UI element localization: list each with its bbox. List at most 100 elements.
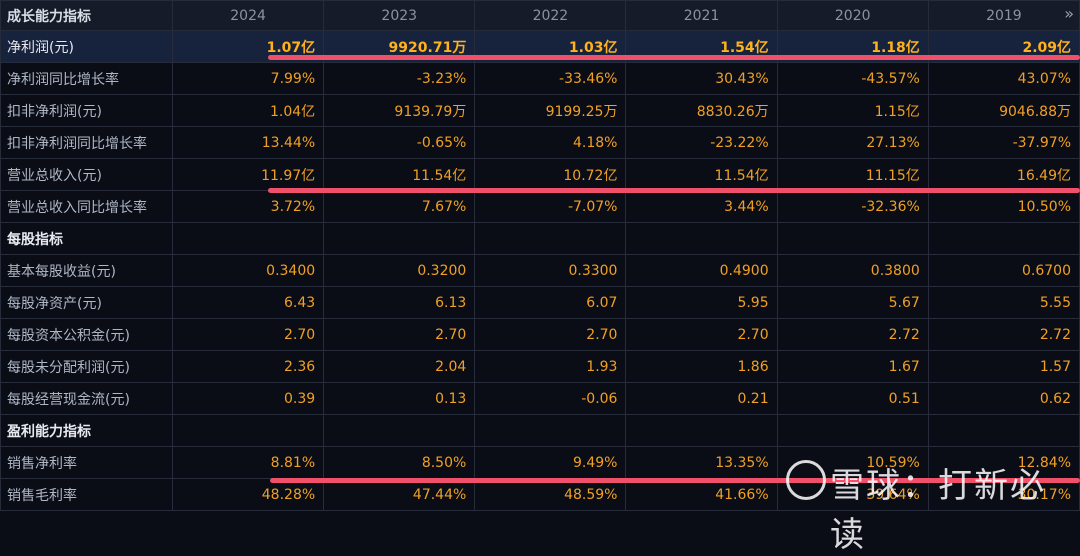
row-label: 每股资本公积金(元)	[0, 318, 173, 351]
row-label: 每股净资产(元)	[0, 286, 173, 319]
cell-value: 0.3400	[171, 254, 325, 287]
cell-value: 2.04	[323, 350, 476, 383]
cell-value: 0.13	[323, 382, 476, 415]
cell-value: 2.70	[474, 318, 627, 351]
data-row: 扣非净利润(元) 1.04亿 9139.79万 9199.25万 8830.26万 1.1…	[0, 94, 1080, 127]
cell-value: 2.72	[776, 318, 929, 351]
row-label: 每股经营现金流(元)	[0, 382, 173, 415]
cell-value: 6.43	[171, 286, 325, 319]
cell-value: 2.70	[323, 318, 476, 351]
empty-cell	[171, 414, 325, 447]
year-header: 2022	[474, 0, 627, 31]
cell-value: 27.13%	[776, 126, 929, 159]
cell-value: 11.97亿	[171, 158, 325, 191]
data-row: 基本每股收益(元) 0.3400 0.3200 0.3300 0.4900 0.3800 0…	[0, 254, 1080, 287]
cell-value: -0.06	[474, 382, 627, 415]
cell-value: -7.07%	[474, 190, 627, 223]
cell-value: 11.54亿	[323, 158, 476, 191]
cell-value: 3.72%	[171, 190, 325, 223]
cell-value: 0.6700	[927, 254, 1080, 287]
empty-cell	[625, 414, 778, 447]
cell-value: -33.46%	[474, 62, 627, 95]
empty-cell	[474, 414, 627, 447]
cell-value: 1.04亿	[171, 94, 325, 127]
cell-value: 41.66%	[625, 478, 778, 511]
cell-value: 1.67	[776, 350, 929, 383]
cell-value: 0.3200	[323, 254, 476, 287]
empty-cell	[171, 222, 325, 255]
row-label: 净利润(元)	[0, 30, 173, 63]
cell-value: 47.44%	[323, 478, 476, 511]
cell-value: 48.59%	[474, 478, 627, 511]
data-row: 每股经营现金流(元) 0.39 0.13 -0.06 0.21 0.51 0.62	[0, 382, 1080, 415]
cell-value: 8.50%	[323, 446, 476, 479]
watermark: 雪球：打新必读	[830, 466, 1046, 555]
cell-value: -43.57%	[776, 62, 929, 95]
data-row: 营业总收入同比增长率 3.72% 7.67% -7.07% 3.44% -32.36% 10…	[0, 190, 1080, 223]
row-label: 基本每股收益(元)	[0, 254, 173, 287]
row-label: 每股未分配利润(元)	[0, 350, 173, 383]
cell-value: 5.67	[776, 286, 929, 319]
cell-value: 48.28%	[171, 478, 325, 511]
header-row: 成长能力指标 2024 2023 2022 2021 2020 2019	[0, 0, 1080, 31]
row-label: 每股指标	[0, 222, 173, 255]
cell-value: 9199.25万	[474, 94, 627, 127]
highlight-stroke	[268, 188, 1080, 193]
cell-value: 11.15亿	[776, 158, 929, 191]
cell-value: 1.15亿	[776, 94, 929, 127]
table-body: 净利润(元) 1.07亿 9920.71万 1.03亿 1.54亿 1.18亿 2.09亿净…	[0, 30, 1080, 511]
data-row: 每股未分配利润(元) 2.36 2.04 1.93 1.86 1.67 1.57	[0, 350, 1080, 383]
row-label: 盈利能力指标	[0, 414, 173, 447]
empty-cell	[776, 222, 929, 255]
data-row: 每股净资产(元) 6.43 6.13 6.07 5.95 5.67 5.55	[0, 286, 1080, 319]
empty-cell	[323, 414, 476, 447]
empty-cell	[625, 222, 778, 255]
cell-value: -0.65%	[323, 126, 476, 159]
data-row: 净利润同比增长率 7.99% -3.23% -33.46% 30.43% -43.57% 4…	[0, 62, 1080, 95]
cell-value: 7.67%	[323, 190, 476, 223]
cell-value: 43.07%	[927, 62, 1080, 95]
empty-cell	[474, 222, 627, 255]
header-title: 成长能力指标	[0, 0, 173, 31]
cell-value: 0.62	[927, 382, 1080, 415]
cell-value: 0.3300	[474, 254, 627, 287]
cell-value: 13.44%	[171, 126, 325, 159]
cell-value: 10.50%	[927, 190, 1080, 223]
cell-value: 30.43%	[625, 62, 778, 95]
cell-value: -32.36%	[776, 190, 929, 223]
cell-value: 0.4900	[625, 254, 778, 287]
cell-value: 2.70	[625, 318, 778, 351]
cell-value: 9046.88万	[927, 94, 1080, 127]
cell-value: 8.81%	[171, 446, 325, 479]
scroll-arrow[interactable]: »	[1064, 4, 1074, 23]
row-label: 营业总收入同比增长率	[0, 190, 173, 223]
cell-value: 2.70	[171, 318, 325, 351]
empty-cell	[927, 414, 1080, 447]
year-header: 2019	[927, 0, 1080, 31]
cell-value: -37.97%	[927, 126, 1080, 159]
cell-value: 9.49%	[474, 446, 627, 479]
cell-value: 9139.79万	[323, 94, 476, 127]
empty-cell	[927, 222, 1080, 255]
watermark-logo	[786, 460, 826, 500]
cell-value: 3.44%	[625, 190, 778, 223]
cell-value: 1.86	[625, 350, 778, 383]
cell-value: 16.49亿	[927, 158, 1080, 191]
cell-value: 0.21	[625, 382, 778, 415]
indicator-table: 成长能力指标 2024 2023 2022 2021 2020 2019 净利润(元) 1.0…	[0, 0, 1080, 511]
cell-value: 10.72亿	[474, 158, 627, 191]
cell-value: 2.36	[171, 350, 325, 383]
row-label: 销售毛利率	[0, 478, 173, 511]
cell-value: -3.23%	[323, 62, 476, 95]
cell-value: 8830.26万	[625, 94, 778, 127]
empty-cell	[323, 222, 476, 255]
section-row: 盈利能力指标	[0, 414, 1080, 447]
cell-value: 6.13	[323, 286, 476, 319]
year-header: 2021	[625, 0, 778, 31]
year-header: 2020	[776, 0, 929, 31]
cell-value: 0.3800	[776, 254, 929, 287]
data-row: 营业总收入(元) 11.97亿 11.54亿 10.72亿 11.54亿 11.15亿 16…	[0, 158, 1080, 191]
cell-value: 7.99%	[171, 62, 325, 95]
cell-value: 6.07	[474, 286, 627, 319]
